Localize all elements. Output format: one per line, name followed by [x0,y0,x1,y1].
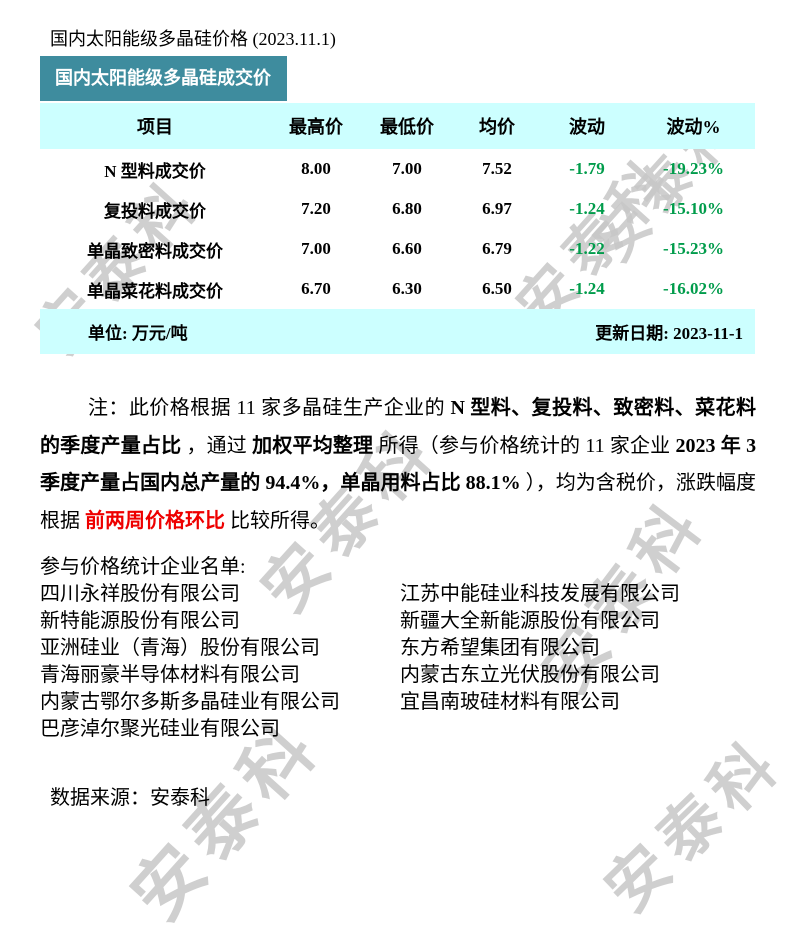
page-title: 国内太阳能级多晶硅价格 (2023.11.1) [50,29,336,49]
note-segment: ），均为含税价，涨跌幅度根据 [40,472,757,532]
note-segment: 加权平均整理 [252,434,374,457]
company-row: 内蒙古鄂尔多斯多晶硅业有限公司 宜昌南玻硅材料有限公司 [40,689,794,716]
company-name-left: 亚洲硅业（青海）股份有限公司 [40,637,320,659]
section-banner: 国内太阳能级多晶硅成交价 [40,56,287,101]
cell-avg: 7.52 [482,159,512,178]
companies-section: 参与价格统计企业名单: 四川永祥股份有限公司 江苏中能硅业科技发展有限公司 新特… [40,554,794,743]
note-segment: 注：此价格根据 11 家多晶硅生产企业的 [88,397,451,419]
update-label: 更新日期: 2023-11-1 [595,324,743,343]
note-segment: 前两周价格环比 [85,509,225,532]
company-name-left: 青海丽豪半导体材料有限公司 [40,664,300,686]
col-header-avg: 均价 [479,117,515,137]
cell-high: 6.70 [301,279,331,298]
cell-avg: 6.50 [482,279,512,298]
note-segment: 所得（参与价格统计的 11 家企业 [378,434,676,457]
cell-high: 7.00 [301,239,331,258]
table-body: N 型料成交价 8.00 7.00 7.52 -1.79 -19.23% 复投料… [40,149,755,309]
company-name-right: 内蒙古东立光伏股份有限公司 [400,664,660,686]
note-segment: 2023 年 3 季度产量占国内总产量的 94.4%，单晶用料占比 88.1% [40,434,757,495]
table-footer-row: 单位: 万元/吨 更新日期: 2023-11-1 [40,309,755,354]
note-segment: 比较所得。 [230,509,330,532]
cell-item: 单晶菜花料成交价 [87,281,223,301]
col-header-item: 项目 [137,117,173,137]
unit-label: 单位: 万元/吨 [88,324,188,343]
cell-avg: 6.97 [482,199,512,218]
table-row: 单晶致密料成交价 7.00 6.60 6.79 -1.22 -15.23% [40,229,755,269]
company-row: 四川永祥股份有限公司 江苏中能硅业科技发展有限公司 [40,581,794,608]
cell-high: 8.00 [301,159,331,178]
company-row: 亚洲硅业（青海）股份有限公司 东方希望集团有限公司 [40,635,794,662]
col-header-high: 最高价 [289,117,343,137]
cell-avg: 6.79 [482,239,512,258]
cell-change-pct: -15.10% [663,199,724,218]
data-source: 数据来源：安泰科 [50,787,210,809]
cell-low: 6.80 [392,199,422,218]
cell-item: N 型料成交价 [104,161,206,181]
cell-low: 6.30 [392,279,422,298]
cell-change: -1.24 [569,279,605,298]
company-name-right [400,716,794,743]
table-row: N 型料成交价 8.00 7.00 7.52 -1.79 -19.23% [40,149,755,189]
cell-change-pct: -15.23% [663,239,724,258]
companies-heading: 参与价格统计企业名单: [40,556,246,578]
note-paragraph: 注：此价格根据 11 家多晶硅生产企业的 N 型料、复投料、致密料、菜花料的季度… [40,390,756,540]
table-header-row: 项目 最高价 最低价 均价 波动 波动% [40,103,755,149]
cell-item: 单晶致密料成交价 [87,241,223,261]
company-row: 巴彦淖尔聚光硅业有限公司 [40,716,794,743]
col-header-change: 波动 [569,117,605,137]
company-name-right: 江苏中能硅业科技发展有限公司 [400,583,680,605]
cell-change-pct: -16.02% [663,279,724,298]
company-name-left: 新特能源股份有限公司 [40,610,240,632]
companies-list: 四川永祥股份有限公司 江苏中能硅业科技发展有限公司 新特能源股份有限公司 新疆大… [40,581,794,743]
cell-change: -1.24 [569,199,605,218]
table-row: 复投料成交价 7.20 6.80 6.97 -1.24 -15.10% [40,189,755,229]
company-name-right: 新疆大全新能源股份有限公司 [400,610,660,632]
cell-high: 7.20 [301,199,331,218]
col-header-change-pct: 波动% [666,117,721,137]
cell-change-pct: -19.23% [663,159,724,178]
company-row: 新特能源股份有限公司 新疆大全新能源股份有限公司 [40,608,794,635]
company-name-left: 四川永祥股份有限公司 [40,583,240,605]
company-name-right: 东方希望集团有限公司 [400,637,600,659]
cell-item: 复投料成交价 [104,201,206,221]
company-row: 青海丽豪半导体材料有限公司 内蒙古东立光伏股份有限公司 [40,662,794,689]
col-header-low: 最低价 [380,117,434,137]
table-row: 单晶菜花料成交价 6.70 6.30 6.50 -1.24 -16.02% [40,269,755,309]
cell-change: -1.79 [569,159,605,178]
cell-low: 7.00 [392,159,422,178]
note-segment: N 型料、复投料、致密料、菜花料的季度产量占比 [40,397,756,457]
note-segment: ，通过 [186,434,247,457]
company-name-right: 宜昌南玻硅材料有限公司 [400,691,620,713]
cell-low: 6.60 [392,239,422,258]
cell-change: -1.22 [569,239,605,258]
price-table: 项目 最高价 最低价 均价 波动 波动% N 型料成交价 8.00 7.00 7… [40,103,755,354]
company-name-left: 内蒙古鄂尔多斯多晶硅业有限公司 [40,691,340,713]
company-name-left: 巴彦淖尔聚光硅业有限公司 [40,718,280,740]
